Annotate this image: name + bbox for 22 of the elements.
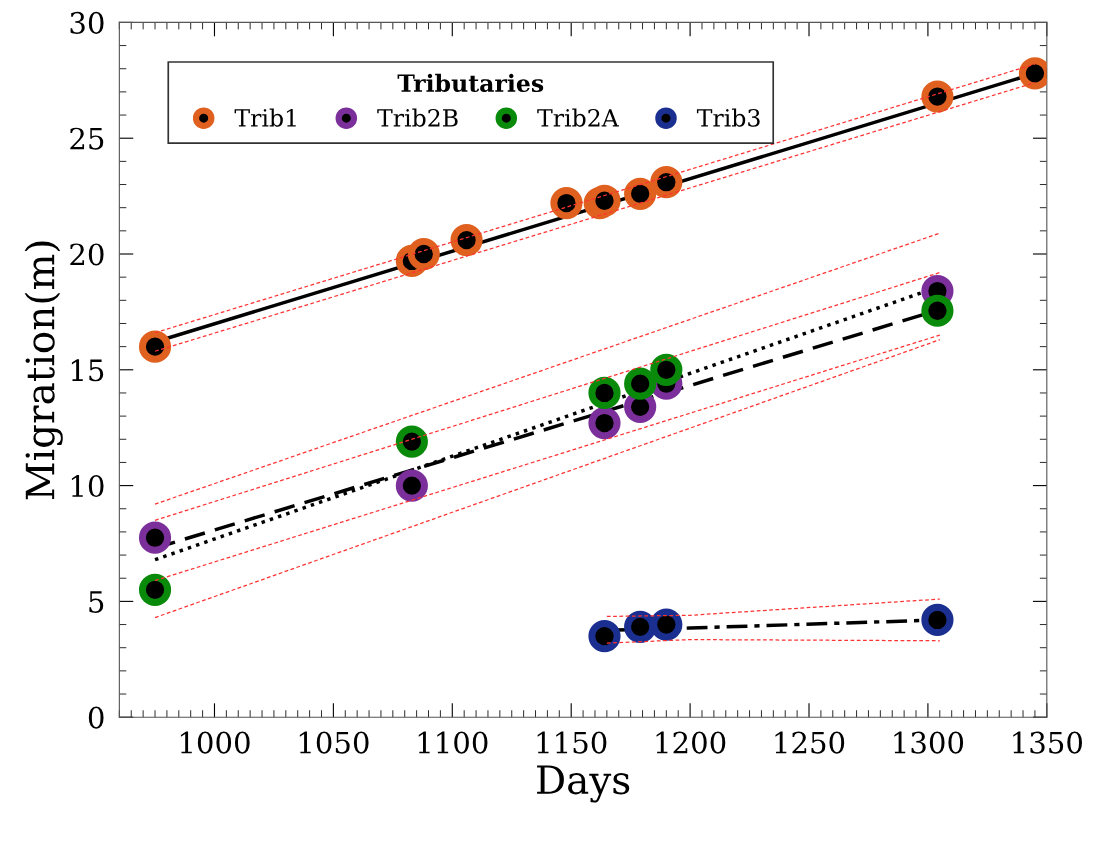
legend-label: Trib3 bbox=[696, 108, 760, 127]
y-tick-label: 0 bbox=[88, 706, 104, 729]
y-tick-label: 25 bbox=[70, 127, 104, 150]
x-tick-label: 1300 bbox=[894, 731, 964, 754]
x-tick-label: 1200 bbox=[656, 731, 726, 754]
x-tick-label: 1150 bbox=[537, 731, 607, 754]
x-tick-label: 1050 bbox=[299, 731, 369, 754]
legend-label: Trib2B bbox=[377, 108, 458, 127]
legend-label: Trib2A bbox=[537, 108, 620, 127]
legend-title: Tributaries bbox=[397, 73, 544, 93]
y-tick-label: 5 bbox=[89, 591, 104, 613]
x-tick-label: 1250 bbox=[775, 731, 845, 754]
legend-label: Trib1 bbox=[234, 108, 296, 127]
y-tick-label: 20 bbox=[70, 243, 104, 266]
y-tick-label: 10 bbox=[71, 475, 104, 498]
y-tick-label: 15 bbox=[71, 359, 104, 382]
y-tick-label: 30 bbox=[70, 11, 104, 34]
x-tick-label: 1000 bbox=[180, 731, 250, 754]
x-tick-label: 1350 bbox=[1013, 731, 1082, 754]
y-axis-title: Migration(m) bbox=[24, 241, 63, 500]
x-tick-label: 1100 bbox=[418, 731, 488, 754]
x-axis-title: Days bbox=[537, 765, 630, 803]
